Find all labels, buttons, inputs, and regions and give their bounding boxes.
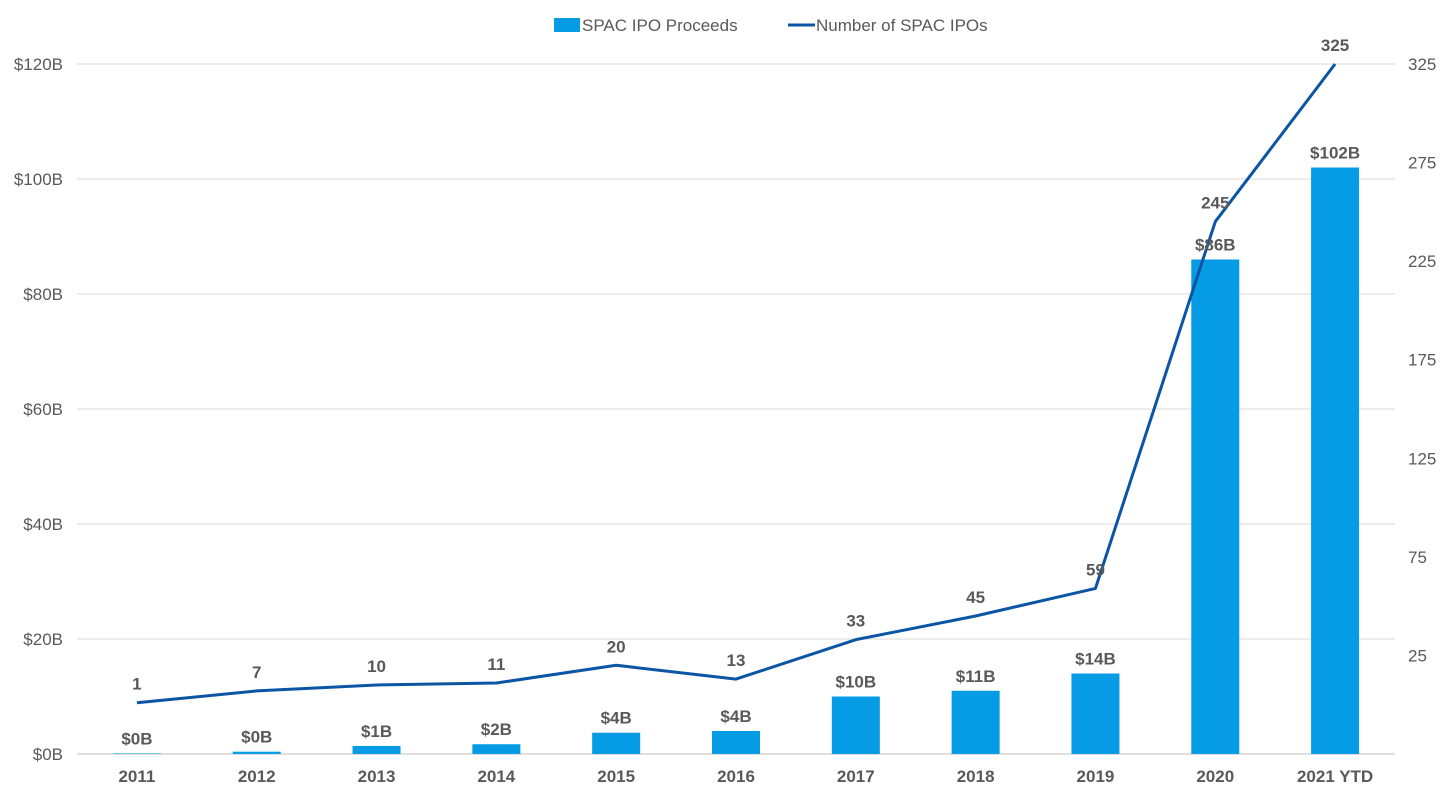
bar-data-label: $11B (956, 667, 996, 686)
right-tick-label: 225 (1408, 252, 1436, 271)
right-tick-label: 325 (1408, 55, 1436, 74)
bar (1191, 259, 1240, 754)
x-tick-label: 2014 (477, 767, 515, 786)
bar-data-label: $4B (720, 707, 751, 726)
x-tick-label: 2018 (957, 767, 995, 786)
right-tick-label: 75 (1408, 548, 1427, 567)
line-labels: 1 7 10 11 20 13 33 45 59 245 325 (132, 36, 1349, 694)
left-tick-label: $60B (23, 400, 63, 419)
line-data-label: 325 (1321, 36, 1349, 55)
x-tick-label: 2015 (597, 767, 635, 786)
bar (112, 753, 161, 754)
legend-label-proceeds: SPAC IPO Proceeds (582, 16, 738, 35)
bar-data-label: $0B (121, 729, 152, 748)
series-line-count (136, 63, 1337, 705)
bar-data-label: $0B (241, 728, 272, 747)
line-series (136, 63, 1337, 705)
x-tick-label: 2020 (1196, 767, 1234, 786)
bar-data-label: $102B (1310, 144, 1360, 163)
line-data-label: 45 (966, 588, 985, 607)
bar (352, 745, 401, 754)
x-tick-label: 2017 (837, 767, 875, 786)
right-axis-ticks: 25 75 125 175 225 275 325 (1408, 55, 1436, 665)
bar (1071, 673, 1120, 754)
bar (592, 732, 641, 754)
bar-data-label: $4B (601, 709, 632, 728)
line-data-label: 13 (727, 651, 746, 670)
line-data-label: 59 (1086, 560, 1105, 579)
left-axis-ticks: $0B $20B $40B $60B $80B $100B $120B (14, 55, 63, 764)
bars (112, 167, 1360, 754)
left-tick-label: $0B (33, 745, 63, 764)
right-tick-label: 125 (1408, 449, 1436, 468)
x-tick-label: 2021 YTD (1297, 767, 1373, 786)
gridlines (77, 63, 1395, 755)
bar-data-label: $1B (361, 722, 392, 741)
bar (232, 751, 281, 754)
legend-label-count: Number of SPAC IPOs (816, 16, 988, 35)
line-data-label: 10 (367, 657, 386, 676)
bar (951, 690, 1000, 754)
bar (712, 731, 760, 754)
x-tick-label: 2016 (717, 767, 755, 786)
legend-swatch-proceeds (554, 18, 580, 32)
left-tick-label: $80B (23, 285, 63, 304)
line-data-label: 11 (487, 655, 505, 674)
line-data-label: 245 (1201, 194, 1229, 213)
bar (831, 696, 880, 754)
line-data-label: 7 (252, 663, 261, 682)
left-tick-label: $120B (14, 55, 63, 74)
x-tick-label: 2011 (118, 767, 155, 786)
right-tick-label: 175 (1408, 351, 1436, 370)
line-data-label: 1 (132, 675, 141, 694)
bar-labels: $0B $0B $1B $2B $4B $4B $10B $11B $14B $86B $102B (121, 144, 1360, 749)
bar (472, 744, 521, 754)
right-tick-label: 275 (1408, 154, 1436, 173)
bar (1311, 167, 1360, 754)
legend: SPAC IPO Proceeds Number of SPAC IPOs (554, 16, 988, 35)
right-tick-label: 25 (1408, 646, 1427, 665)
left-tick-label: $100B (14, 170, 63, 189)
bar-data-label: $2B (481, 720, 512, 739)
bar-data-label: $86B (1195, 236, 1236, 255)
line-data-label: 33 (846, 612, 865, 631)
line-data-label: 20 (607, 637, 626, 656)
x-tick-label: 2019 (1077, 767, 1115, 786)
x-tick-label: 2013 (358, 767, 396, 786)
bar-data-label: $10B (835, 673, 876, 692)
x-axis-ticks: 2011 2012 2013 2014 2015 2016 2017 2018 2019 2020… (118, 767, 1373, 786)
left-tick-label: $20B (23, 630, 63, 649)
bar-data-label: $14B (1075, 650, 1116, 669)
left-tick-label: $40B (23, 515, 63, 534)
x-tick-label: 2012 (238, 767, 276, 786)
